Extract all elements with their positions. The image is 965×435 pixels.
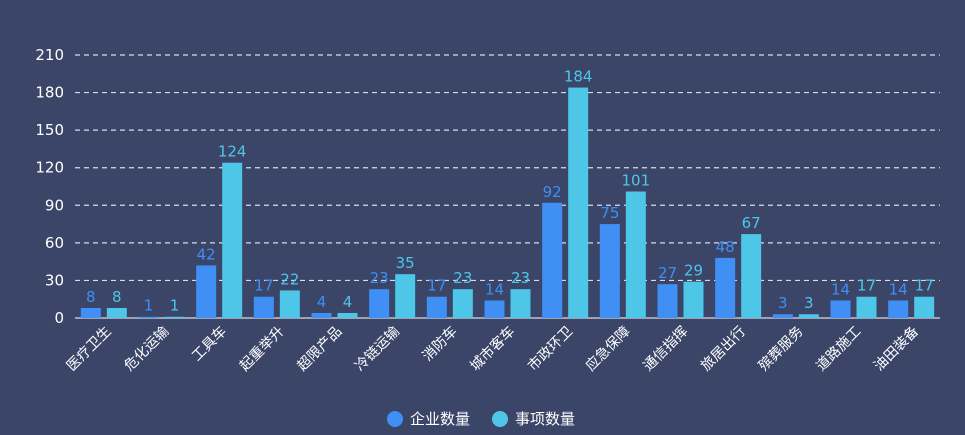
data-label: 35 (396, 254, 415, 272)
bar-series2[interactable] (914, 296, 935, 318)
data-label: 14 (889, 280, 908, 298)
bar-series1[interactable] (196, 265, 217, 318)
y-axis-ticks: 0 30 60 90 120 150 180 210 (35, 46, 64, 327)
legend-label: 事项数量 (515, 410, 575, 428)
data-label: 17 (857, 277, 876, 295)
legend-label: 企业数量 (410, 410, 470, 428)
bar-series2[interactable] (625, 191, 646, 318)
bar-series1[interactable] (542, 202, 563, 318)
bar-series1[interactable] (80, 307, 101, 318)
bar-series2[interactable] (741, 234, 762, 318)
x-category-label: 城市客车 (467, 323, 519, 375)
x-category-label: 殡葬服务 (756, 324, 807, 375)
bar-series1[interactable] (888, 300, 909, 318)
bar-series1[interactable] (772, 314, 793, 318)
data-label: 8 (112, 288, 122, 306)
bar-series1[interactable] (715, 257, 736, 318)
y-tick-label: 0 (54, 309, 64, 327)
data-label: 92 (543, 183, 562, 201)
bar-series2[interactable] (106, 307, 127, 318)
x-category-label: 通信指挥 (640, 324, 691, 375)
data-label: 42 (197, 245, 216, 263)
data-label: 22 (280, 270, 299, 288)
bar-series2[interactable] (683, 281, 704, 318)
data-label: 17 (427, 277, 446, 295)
bar-series1[interactable] (830, 300, 851, 318)
bar-series1[interactable] (369, 289, 390, 318)
bar-series2[interactable] (452, 289, 473, 318)
data-label: 17 (254, 277, 273, 295)
bar-series2[interactable] (510, 289, 531, 318)
bar-series1[interactable] (484, 300, 505, 318)
data-label: 23 (511, 269, 530, 287)
x-category-label: 超限产品 (294, 324, 345, 375)
legend-item-series1[interactable]: 企业数量 (387, 410, 470, 428)
bar-series1[interactable] (599, 224, 620, 318)
y-tick-label: 30 (45, 271, 64, 289)
y-tick-label: 210 (35, 46, 64, 64)
legend-marker (492, 411, 508, 427)
bar-series1[interactable] (311, 312, 332, 318)
data-label: 3 (804, 294, 814, 312)
x-category-label: 旅居出行 (698, 324, 749, 375)
data-label: 23 (370, 269, 389, 287)
data-label: 67 (742, 214, 761, 232)
bar-series1[interactable] (138, 316, 159, 318)
x-axis-labels: 医疗卫生 危化运输 工具车 起重举升 超限产品 冷链运输 消防车 城市客车 市政环卫 应急保障 通信… (64, 323, 922, 375)
bar-series2[interactable] (164, 316, 185, 318)
data-label: 48 (716, 238, 735, 256)
y-tick-label: 120 (35, 159, 64, 177)
data-label: 4 (343, 293, 353, 311)
legend[interactable]: 企业数量 事项数量 (387, 410, 575, 428)
data-label: 27 (658, 264, 677, 282)
data-label: 101 (622, 172, 651, 190)
legend-marker (387, 411, 403, 427)
data-label: 4 (317, 293, 327, 311)
bar-series2[interactable] (856, 296, 877, 318)
data-label: 3 (778, 294, 788, 312)
x-category-label: 消防车 (419, 323, 461, 365)
bar-series2[interactable] (568, 87, 589, 318)
y-tick-label: 150 (35, 121, 64, 139)
x-category-label: 油田装备 (870, 323, 922, 375)
data-label: 29 (684, 262, 703, 280)
data-label: 184 (564, 68, 593, 86)
bars (80, 87, 935, 318)
x-category-label: 道路施工 (813, 324, 864, 375)
bar-series1[interactable] (253, 296, 274, 318)
x-category-label: 医疗卫生 (64, 324, 115, 375)
data-label: 75 (600, 204, 619, 222)
data-label: 1 (144, 297, 154, 315)
bar-series2[interactable] (395, 274, 416, 318)
data-label: 124 (218, 143, 247, 161)
data-label: 8 (86, 288, 96, 306)
x-category-label: 工具车 (188, 323, 230, 365)
data-label: 17 (915, 277, 934, 295)
bar-series1[interactable] (657, 284, 678, 318)
y-tick-label: 90 (45, 196, 64, 214)
x-category-label: 冷链运输 (352, 324, 403, 375)
data-label: 14 (831, 280, 850, 298)
x-category-label: 应急保障 (582, 323, 634, 375)
data-label: 23 (453, 269, 472, 287)
y-tick-label: 180 (35, 84, 64, 102)
gridlines (75, 54, 940, 319)
bar-series2[interactable] (798, 314, 819, 318)
bar-series1[interactable] (426, 296, 447, 318)
x-category-label: 危化运输 (121, 324, 172, 375)
bar-series2[interactable] (279, 290, 300, 318)
x-category-label: 市政环卫 (524, 323, 576, 375)
legend-item-series2[interactable]: 事项数量 (492, 410, 575, 428)
y-tick-label: 60 (45, 234, 64, 252)
bar-series2[interactable] (337, 312, 358, 318)
bar-series2[interactable] (222, 162, 243, 318)
data-label: 14 (485, 280, 504, 298)
x-category-label: 起重举升 (237, 324, 288, 375)
data-label: 1 (170, 297, 180, 315)
